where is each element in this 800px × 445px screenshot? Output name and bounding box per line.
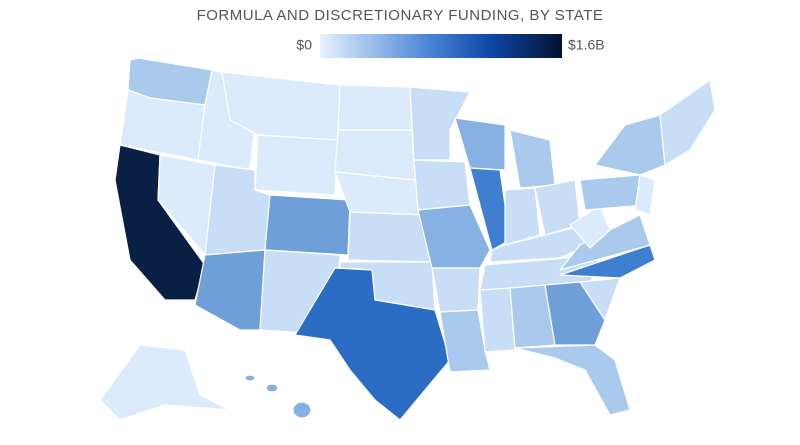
state: [264, 194, 351, 256]
state: [579, 277, 621, 321]
state: [504, 187, 541, 246]
state: [431, 267, 481, 313]
legend-min-label: $0: [296, 37, 312, 53]
state: [347, 211, 433, 263]
state: [634, 174, 656, 216]
state: [514, 344, 631, 416]
state: [569, 204, 611, 249]
state: [334, 129, 416, 181]
state: [509, 129, 556, 189]
map-title: FORMULA AND DISCRETIONARY FUNDING, BY ST…: [197, 7, 604, 24]
state: [417, 204, 491, 269]
state: [479, 287, 516, 353]
state: [265, 383, 279, 393]
state: [294, 267, 451, 421]
state: [454, 117, 506, 171]
legend-gradient: [320, 34, 562, 58]
state: [194, 249, 266, 331]
state-shapes: [99, 57, 716, 421]
state: [244, 374, 256, 382]
state: [559, 214, 651, 271]
state: [413, 159, 471, 211]
state: [409, 86, 471, 161]
state: [439, 309, 491, 373]
state: [99, 344, 231, 421]
state: [659, 79, 716, 166]
state: [337, 84, 413, 131]
state: [254, 134, 339, 196]
legend-max-label: $1.6B: [568, 37, 605, 53]
state: [559, 244, 656, 279]
state: [594, 114, 666, 176]
state: [292, 401, 312, 419]
